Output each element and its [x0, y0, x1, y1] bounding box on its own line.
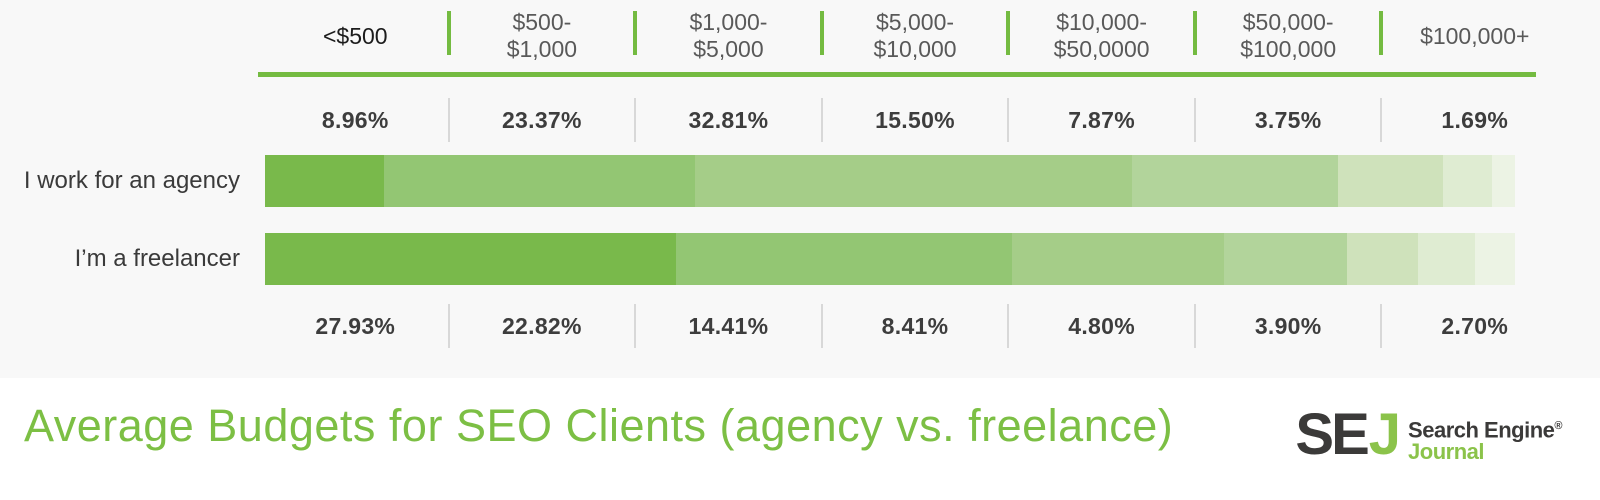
column-divider-tick [819, 11, 824, 55]
agency-bar-segment-5 [1442, 155, 1493, 207]
agency-stacked-bar [265, 155, 1515, 207]
agency-bar-segment-4 [1337, 155, 1443, 207]
agency-percentages-row: 8.96% 23.37% 32.81% 15.50% 7.87% 3.75% 1.69% [262, 98, 1568, 142]
agency-bar-segment-6 [1492, 155, 1515, 207]
sej-monogram-j: J [1368, 402, 1402, 467]
column-divider-tick [1192, 11, 1197, 55]
percent-divider [1193, 98, 1196, 142]
percent-divider [1007, 98, 1010, 142]
agency-pct-value-0: 8.96% [321, 106, 389, 133]
sej-wordmark: Search Engine® Journal [1408, 415, 1562, 463]
freelancer-pct-value-1: 22.82% [447, 304, 636, 348]
budget-range-label: $1,000- $5,000 [689, 9, 768, 62]
percent-divider [447, 304, 450, 348]
freelancer-bar-segment-3 [1223, 233, 1348, 285]
percent-divider [1193, 304, 1196, 348]
freelancer-percentages-row: 27.93% 22.82% 14.41% 8.41% 4.80% 3.90% 2.70% [262, 304, 1568, 348]
percent-divider [1380, 304, 1383, 348]
percent-divider [1007, 304, 1010, 348]
agency-pct-value-2: 32.81% [634, 98, 822, 142]
budget-range-label: $50,000- $100,000 [1240, 9, 1337, 62]
freelancer-bar-segment-2 [1011, 233, 1224, 285]
budget-range-label: $500- $1,000 [506, 9, 578, 62]
freelancer-row-label: I’m a freelancer [74, 245, 240, 272]
column-divider-tick [1006, 11, 1011, 55]
logo-wordmark-line1-text: Search Engine [1408, 417, 1555, 443]
freelancer-pct-value-3: 8.41% [820, 304, 1009, 348]
freelancer-pct-value-2: 14.41% [634, 304, 822, 348]
freelancer-stacked-bar [265, 233, 1515, 285]
freelancer-bar-segment-0 [265, 233, 676, 285]
column-divider-tick [446, 11, 451, 55]
agency-row-label: I work for an agency [23, 167, 240, 194]
freelancer-bar-segment-1 [675, 233, 1012, 285]
freelancer-bar-segment-4 [1347, 233, 1418, 285]
chart-area: <$500 $500- $1,000 $1,000- $5,000 $5,000- $10,… [23, 6, 1568, 348]
freelancer-bar-segment-5 [1417, 233, 1476, 285]
agency-pct-value-4: 7.87% [1007, 98, 1195, 142]
footer: Average Budgets for SEO Clients (agency … [0, 378, 1600, 500]
agency-bar-segment-0 [265, 155, 385, 207]
agency-pct-value-5: 3.75% [1193, 98, 1382, 142]
budget-range-label: $10,000- $50,0000 [1053, 9, 1150, 62]
budget-range-column-1: $500- $1,000 [446, 6, 636, 66]
logo-wordmark-line2: Journal [1408, 439, 1485, 465]
freelancer-bar-segment-6 [1475, 233, 1515, 285]
budget-range-label: $100,000+ [1420, 22, 1530, 49]
budget-range-column-6: $100,000+ [1379, 6, 1568, 66]
agency-pct-value-6: 1.69% [1380, 98, 1568, 142]
percent-divider [634, 304, 637, 348]
budget-range-column-2: $1,000- $5,000 [633, 6, 822, 66]
percent-divider [820, 98, 823, 142]
header-underline-rule [258, 72, 1536, 77]
budget-range-column-0: <$500 [262, 6, 449, 66]
sej-logo: SE J Search Engine® Journal [1295, 402, 1562, 467]
budget-range-label: $5,000- $10,000 [873, 9, 957, 62]
budget-range-header-row: <$500 $500- $1,000 $1,000- $5,000 $5,000- $10,… [262, 6, 1568, 66]
freelancer-pct-value-5: 3.90% [1193, 304, 1382, 348]
column-divider-tick [1379, 11, 1384, 55]
percent-divider [447, 98, 450, 142]
budget-range-column-5: $50,000- $100,000 [1192, 6, 1382, 66]
agency-pct-value-1: 23.37% [447, 98, 636, 142]
percent-divider [634, 98, 637, 142]
agency-bar-segment-3 [1131, 155, 1338, 207]
percent-divider [1380, 98, 1383, 142]
percent-divider [820, 304, 823, 348]
registered-trademark-symbol: ® [1554, 420, 1562, 432]
sej-monogram-se: SE [1295, 402, 1369, 467]
agency-bar-segment-2 [695, 155, 1132, 207]
budget-range-column-4: $10,000- $50,0000 [1006, 6, 1195, 66]
freelancer-pct-value-4: 4.80% [1007, 304, 1195, 348]
budget-range-label: <$500 [322, 22, 388, 49]
column-divider-tick [633, 11, 638, 55]
budget-range-column-3: $5,000- $10,000 [819, 6, 1009, 66]
agency-bar-segment-1 [384, 155, 696, 207]
chart-title: Average Budgets for SEO Clients (agency … [24, 400, 1174, 451]
freelancer-pct-value-6: 2.70% [1380, 304, 1568, 348]
freelancer-pct-value-0: 27.93% [315, 312, 396, 339]
logo-wordmark-line1: Search Engine® [1408, 415, 1562, 441]
agency-pct-value-3: 15.50% [820, 98, 1009, 142]
